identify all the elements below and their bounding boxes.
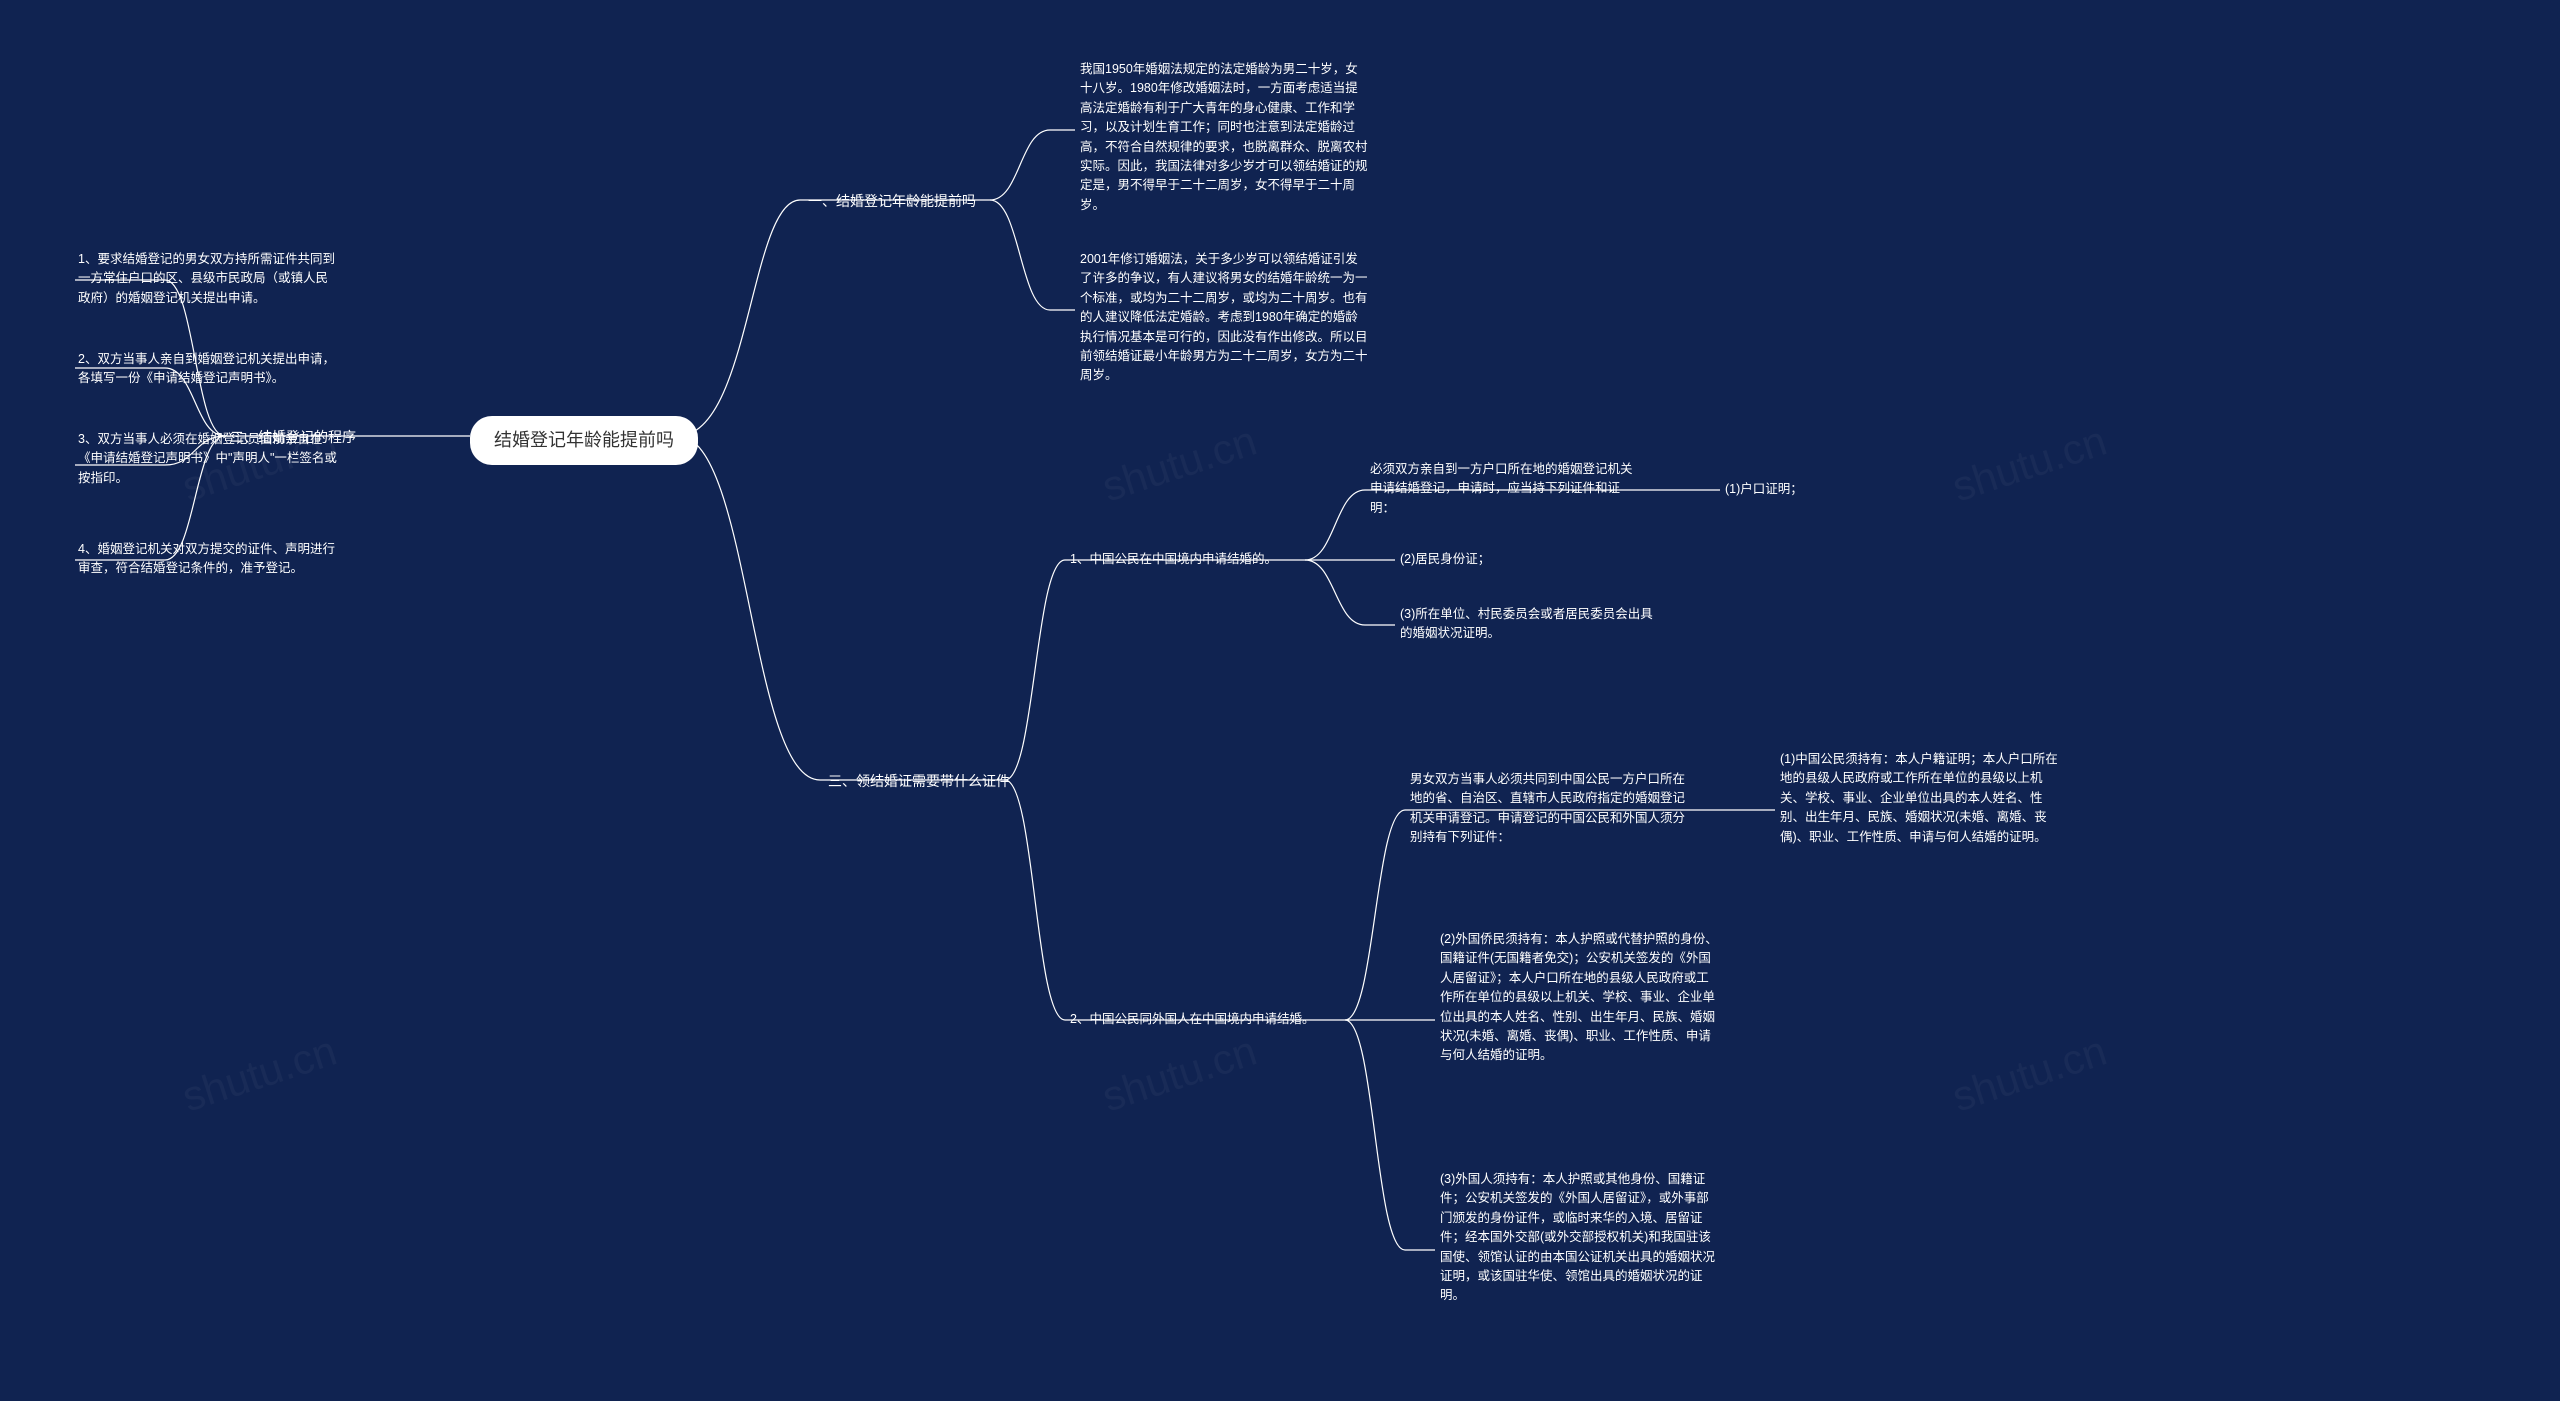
branch-1-child-1: 我国1950年婚姻法规定的法定婚龄为男二十岁，女十八岁。1980年修改婚姻法时，…: [1080, 60, 1370, 215]
branch-2-child-2: 2、双方当事人亲自到婚姻登记机关提出申请，各填写一份《申请结婚登记声明书》。: [78, 350, 338, 389]
branch-3-1-a: (1)户口证明；: [1725, 480, 1803, 499]
watermark: shutu.cn: [1096, 417, 1262, 512]
branch-2-child-1: 1、要求结婚登记的男女双方持所需证件共同到一方常住户口的区、县级市民政局（或镇人…: [78, 250, 338, 308]
mindmap-root: 结婚登记年龄能提前吗: [470, 416, 698, 465]
branch-1-label: 一、结婚登记年龄能提前吗: [808, 190, 976, 212]
branch-2-child-4: 4、婚姻登记机关对双方提交的证件、声明进行审查，符合结婚登记条件的，准予登记。: [78, 540, 338, 579]
branch-3-child-1-label: 1、中国公民在中国境内申请结婚的。: [1070, 550, 1310, 569]
branch-2-child-3: 3、双方当事人必须在婚姻登记员面前亲自在《申请结婚登记声明书》中"声明人"一栏签…: [78, 430, 338, 488]
branch-1-child-2: 2001年修订婚姻法，关于多少岁可以领结婚证引发了许多的争议，有人建议将男女的结…: [1080, 250, 1370, 386]
watermark: shutu.cn: [176, 1027, 342, 1122]
branch-3-2-a: (1)中国公民须持有：本人户籍证明；本人户口所在地的县级人民政府或工作所在单位的…: [1780, 750, 2060, 847]
branch-3-1-b: (2)居民身份证；: [1400, 550, 1490, 569]
branch-3-2-b: (2)外国侨民须持有：本人护照或代替护照的身份、国籍证件(无国籍者免交)；公安机…: [1440, 930, 1720, 1066]
watermark: shutu.cn: [1946, 417, 2112, 512]
branch-3-1-c: (3)所在单位、村民委员会或者居民委员会出具的婚姻状况证明。: [1400, 605, 1660, 644]
branch-3-child-2-label: 2、中国公民同外国人在中国境内申请结婚。: [1070, 1010, 1350, 1029]
watermark: shutu.cn: [1946, 1027, 2112, 1122]
branch-3-label: 三、领结婚证需要带什么证件: [828, 770, 1010, 792]
branch-3-2-intro: 男女双方当事人必须共同到中国公民一方户口所在地的省、自治区、直辖市人民政府指定的…: [1410, 770, 1690, 848]
branch-3-2-c: (3)外国人须持有：本人护照或其他身份、国籍证件；公安机关签发的《外国人居留证》…: [1440, 1170, 1720, 1306]
branch-3-1-intro: 必须双方亲自到一方户口所在地的婚姻登记机关申请结婚登记，申请时，应当持下列证件和…: [1370, 460, 1640, 518]
watermark: shutu.cn: [1096, 1027, 1262, 1122]
